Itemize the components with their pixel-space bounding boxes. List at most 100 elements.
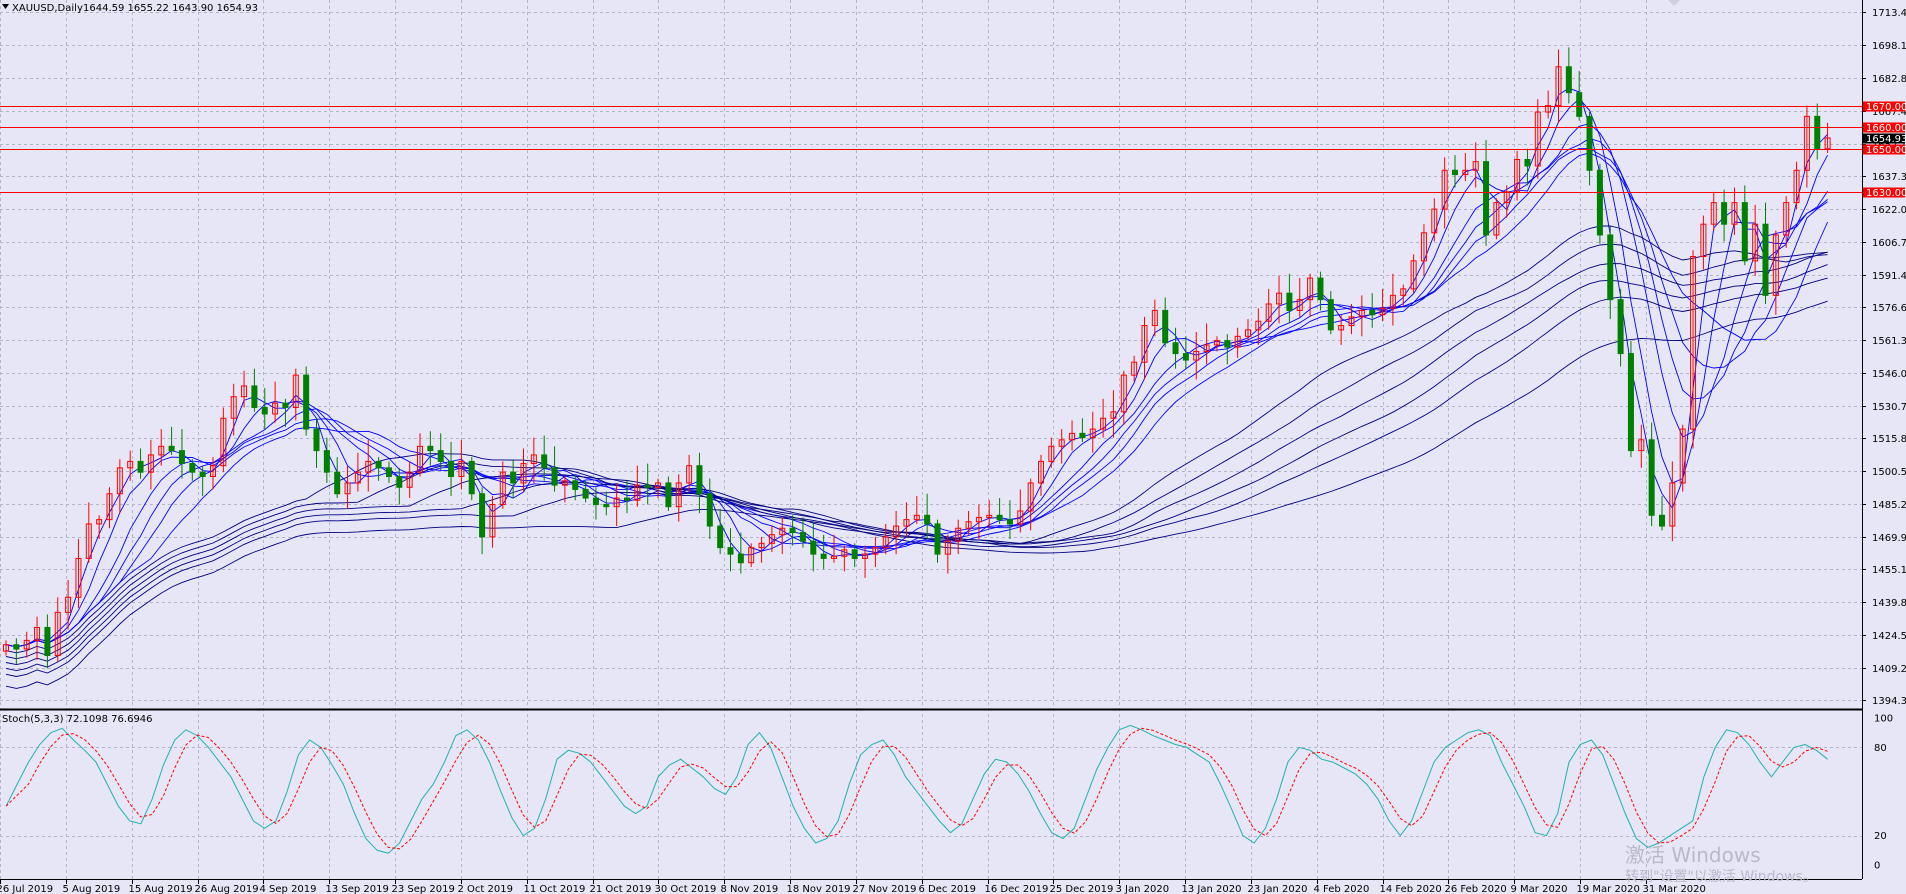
- price-tick-label: 1637.35: [1872, 172, 1906, 183]
- candle-body: [1814, 115, 1821, 150]
- ohlc-readout: 1644.59 1655.22 1643.90 1654.93: [83, 3, 258, 14]
- date-tick-label: 26 Jul 2019: [0, 884, 53, 894]
- candle-body: [1462, 169, 1469, 176]
- price-tick-label: 1576.60: [1872, 303, 1906, 314]
- date-tick-label: 14 Feb 2020: [1380, 884, 1442, 894]
- candle-body: [644, 484, 651, 488]
- candle-body: [882, 536, 889, 549]
- date-tick-label: 26 Aug 2019: [195, 884, 259, 894]
- candle-body: [520, 463, 527, 484]
- candle-body: [272, 402, 279, 415]
- candle-body: [841, 549, 848, 557]
- candle-body: [147, 454, 154, 473]
- candle-body: [965, 521, 972, 529]
- candle-body: [23, 639, 30, 650]
- level-price-tag-label: 1670.00: [1866, 102, 1906, 113]
- candle-body: [1151, 309, 1158, 327]
- candle-body: [499, 471, 506, 506]
- candle-body: [820, 553, 827, 559]
- candle-body: [1420, 232, 1427, 262]
- candle-body: [1679, 428, 1686, 484]
- candle-body: [696, 465, 703, 495]
- candle-body: [127, 460, 134, 469]
- candle-body: [561, 480, 568, 486]
- candle-body: [799, 532, 806, 542]
- candlestick-series: [3, 47, 1831, 669]
- candle-body: [572, 480, 579, 490]
- level-price-tag-label: 1650.00: [1866, 145, 1906, 156]
- candle-body: [1752, 223, 1759, 262]
- date-tick-label: 23 Jan 2020: [1248, 884, 1308, 894]
- candle-body: [1224, 340, 1231, 348]
- candle-body: [996, 514, 1003, 521]
- price-tick-label: 1394.35: [1872, 696, 1906, 707]
- candle-body: [199, 471, 206, 477]
- candle-body: [1441, 169, 1448, 210]
- candle-body: [385, 467, 392, 477]
- horizontal-level-lines[interactable]: [0, 106, 1862, 193]
- candle-body: [1627, 353, 1634, 452]
- candle-body: [1141, 325, 1148, 363]
- price-tick-label: 1561.30: [1872, 336, 1906, 347]
- candle-body: [261, 406, 268, 415]
- candle-body: [282, 402, 289, 408]
- candle-body: [344, 482, 351, 495]
- candle-body: [1659, 514, 1665, 527]
- date-tick-label: 16 Dec 2019: [985, 884, 1049, 894]
- candle-body: [789, 527, 796, 534]
- candle-body: [334, 471, 341, 495]
- candle-body: [1648, 439, 1655, 516]
- indicator-label: Stoch(5,3,3) 72.1098 76.6946: [2, 714, 153, 725]
- candle-body: [1193, 350, 1200, 361]
- price-tick-label: 1591.45: [1872, 271, 1906, 282]
- ma-line-5: [5, 98, 1828, 648]
- candle-body: [1182, 353, 1189, 361]
- candle-body: [1607, 234, 1614, 301]
- candle-body: [727, 547, 734, 555]
- candle-body: [634, 484, 641, 501]
- candle-body: [924, 514, 931, 525]
- candle-body: [1358, 309, 1365, 318]
- candle-body: [1100, 417, 1107, 430]
- windows-activation-watermark: 激活 Windows: [1625, 843, 1761, 867]
- date-tick-label: 11 Oct 2019: [524, 884, 586, 894]
- date-tick-label: 3 Jan 2020: [1116, 884, 1170, 894]
- level-price-tag: [1863, 122, 1905, 133]
- price-tick-label: 1606.75: [1872, 238, 1906, 249]
- candle-body: [168, 445, 175, 452]
- candle-body: [1431, 208, 1438, 234]
- candle-body: [1410, 260, 1417, 290]
- candle-body: [1389, 294, 1396, 309]
- candle-body: [851, 549, 858, 559]
- ma-line-10: [5, 137, 1828, 648]
- date-tick-label: 5 Aug 2019: [63, 884, 121, 894]
- price-axis[interactable]: 1713.401698.101682.801667.401652.101637.…: [1862, 8, 1906, 707]
- candle-body: [758, 542, 765, 549]
- candle-body: [96, 519, 103, 525]
- candle-body: [34, 626, 41, 641]
- candle-body: [1255, 320, 1262, 331]
- indicator-axis: 100 80 20 0: [1874, 714, 1893, 872]
- candle-body: [655, 482, 662, 488]
- candle-body: [54, 611, 61, 656]
- candle-body: [323, 450, 330, 473]
- candle-body: [1069, 432, 1076, 441]
- pane-corner-icon: [1668, 0, 1680, 6]
- candle-body: [717, 525, 724, 549]
- level-price-tag-label: 1660.00: [1866, 123, 1906, 134]
- chevron-down-icon[interactable]: [2, 4, 9, 9]
- ma-line-50: [5, 277, 1828, 677]
- ma-line-45: [5, 264, 1828, 672]
- candle-body: [551, 467, 558, 486]
- candle-body: [1327, 299, 1334, 331]
- candle-body: [365, 460, 372, 473]
- stoch-tick-label: 100: [1874, 714, 1893, 725]
- grid: [0, 0, 1862, 879]
- candle-body: [189, 463, 196, 473]
- candle-body: [706, 493, 713, 527]
- time-axis[interactable]: 26 Jul 2019 5 Aug 2019 15 Aug 2019 26 Aug 2…: [0, 879, 1706, 894]
- candle-body: [354, 471, 361, 484]
- candle-body: [1400, 288, 1407, 296]
